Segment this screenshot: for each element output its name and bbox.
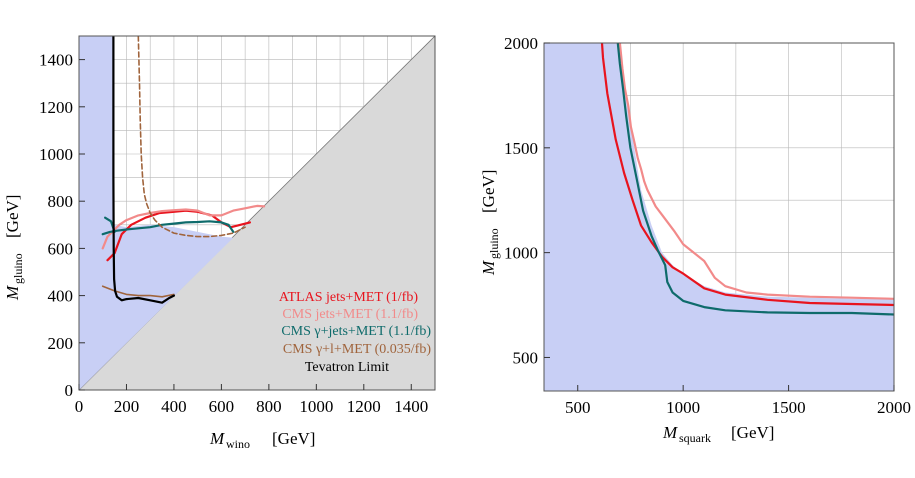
right-xlabel-sub: squark [679, 431, 711, 445]
x-tick-label: 800 [256, 397, 282, 416]
left-x-axis-label: M wino [GeV] [209, 429, 315, 451]
legend-entry-cms-jets: CMS jets+MET (1.1/fb) [282, 307, 418, 322]
left-xlabel-sub: wino [226, 437, 250, 451]
y-tick-label: 1000 [39, 145, 73, 164]
left-y-ticks: 0 200 400 600 800 1000 1200 1400 [39, 51, 85, 400]
legend-entry-cms-gamma-lepton: CMS γ+l+MET (0.035/fb) [283, 342, 431, 357]
left-plot: 0 200 400 600 800 1000 1200 1400 0 200 400 600 800 1… [3, 35, 436, 451]
x-tick-label: 200 [114, 397, 140, 416]
legend-entry-tevatron: Tevatron Limit [305, 360, 389, 375]
legend: ATLAS jets+MET (1/fb) CMS jets+MET (1.1/… [279, 290, 431, 375]
allowed-region [544, 43, 894, 391]
left-x-ticks: 0 200 400 600 800 1000 1200 1400 [75, 384, 428, 416]
y-tick-label: 1200 [39, 98, 73, 117]
left-series-lines [101, 36, 266, 304]
left-xlabel-main: M [209, 429, 225, 448]
right-x-ticks: 500 1000 1500 2000 [565, 385, 911, 417]
x-tick-label: 0 [75, 397, 84, 416]
left-y-axis-label: M gluino [GeV] [3, 195, 25, 301]
y-tick-label: 800 [48, 192, 74, 211]
right-xlabel-unit: [GeV] [731, 423, 774, 442]
y-tick-label: 0 [65, 381, 74, 400]
right-plot-frame [543, 42, 895, 392]
y-tick-label: 1500 [504, 139, 538, 158]
right-ylabel-main: M [479, 260, 498, 276]
right-ylabel-sub: gluino [487, 228, 501, 259]
right-y-ticks: 500 1000 1500 2000 [504, 34, 550, 367]
left-ylabel-sub: gluino [11, 253, 25, 284]
x-tick-label: 1400 [394, 397, 428, 416]
right-x-axis-label: M squark [GeV] [662, 423, 774, 445]
x-tick-label: 2000 [877, 398, 911, 417]
left-series-line-2 [101, 220, 235, 236]
right-ylabel-unit: [GeV] [479, 170, 498, 213]
legend-entry-cms-gamma-jets: CMS γ+jets+MET (1.1/fb) [281, 324, 431, 339]
right-y-axis-label: M gluino [GeV] [479, 170, 501, 276]
left-series-line-4 [137, 36, 246, 238]
allowed-region [79, 36, 234, 390]
left-ylabel-unit: [GeV] [3, 195, 22, 238]
x-tick-label: 1000 [666, 398, 700, 417]
y-tick-label: 1400 [39, 51, 73, 70]
y-tick-label: 2000 [504, 34, 538, 53]
left-ylabel-main: M [3, 285, 22, 301]
y-tick-label: 200 [48, 334, 74, 353]
x-tick-label: 1200 [347, 397, 381, 416]
y-tick-label: 1000 [504, 244, 538, 263]
right-series-line-2 [616, 43, 894, 316]
x-tick-label: 1500 [772, 398, 806, 417]
y-tick-label: 500 [513, 348, 539, 367]
x-tick-label: 600 [209, 397, 235, 416]
y-tick-label: 400 [48, 287, 74, 306]
left-plot-frame [78, 35, 436, 391]
left-series-line-1 [101, 204, 266, 250]
right-series-line-0 [618, 43, 894, 300]
x-tick-label: 500 [565, 398, 591, 417]
left-series-line-6 [112, 36, 175, 304]
left-xlabel-unit: [GeV] [272, 429, 315, 448]
right-plot: 500 1000 1500 2000 500 1000 1500 2000 M squark… [479, 34, 911, 445]
y-tick-label: 600 [48, 239, 74, 258]
right-xlabel-main: M [662, 423, 678, 442]
x-tick-label: 400 [161, 397, 187, 416]
x-tick-label: 1000 [299, 397, 333, 416]
right-series-lines [600, 43, 894, 316]
legend-entry-atlas: ATLAS jets+MET (1/fb) [279, 290, 418, 305]
